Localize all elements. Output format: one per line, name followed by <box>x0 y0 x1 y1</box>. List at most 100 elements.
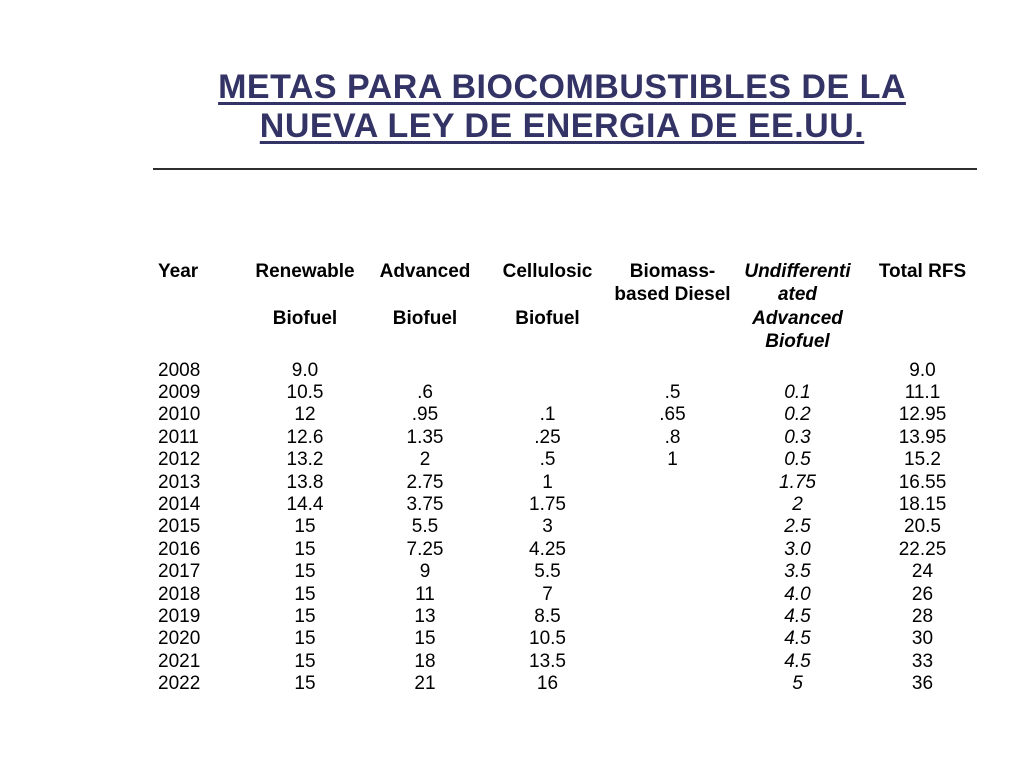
table-row-2012: 2012 13.2 2 .5 1 0.5 15.2 <box>145 449 985 471</box>
cell-cellulosic-biofuel: 3 <box>542 516 553 538</box>
column-header-line <box>610 330 735 353</box>
cell-year: 2012 <box>158 449 201 471</box>
table-row-2021: 2021 15 18 13.5 4.5 33 <box>145 651 985 673</box>
column-header-line: Year <box>158 261 199 282</box>
column-header-year: Year <box>145 260 245 354</box>
cell-advanced-biofuel: .95 <box>411 404 439 426</box>
cell-renewable-biofuel: 15 <box>294 516 316 538</box>
cell-advanced-biofuel: 18 <box>414 650 436 672</box>
cell-renewable-biofuel: 15 <box>294 650 316 672</box>
cell-biomass-based-diesel <box>610 606 735 628</box>
column-header-line: Biofuel <box>515 307 580 329</box>
cell-year: 2014 <box>158 494 201 515</box>
cell-advanced-biofuel: 5.5 <box>411 516 439 538</box>
cell-biomass-based-diesel: .5 <box>664 381 681 403</box>
header-row: Year Renewable Biofuel Advanced Biofuel … <box>145 260 985 354</box>
cell-advanced-biofuel: 15 <box>414 628 436 650</box>
cell-total-rfs: 11.1 <box>904 381 941 403</box>
cell-cellulosic-biofuel: 10.5 <box>529 628 566 650</box>
cell-cellulosic-biofuel: .5 <box>539 449 556 471</box>
cell-advanced-biofuel: 2.75 <box>406 471 444 493</box>
column-header-line: Advanced <box>752 307 843 329</box>
cell-advanced-biofuel: 3.75 <box>406 494 444 515</box>
cell-renewable-biofuel: 12.6 <box>286 426 324 448</box>
cell-cellulosic-biofuel: 13.5 <box>529 650 566 672</box>
column-header-line <box>860 330 985 353</box>
cell-undifferentiated-advanced-biofuel: 0.3 <box>784 426 811 448</box>
cell-total-rfs: 33 <box>911 650 934 672</box>
cell-undifferentiated-advanced-biofuel: 3.0 <box>784 538 811 560</box>
cell-biomass-based-diesel <box>610 516 735 538</box>
cell-renewable-biofuel: 15 <box>294 673 316 695</box>
column-header-line: Biofuel <box>272 307 338 329</box>
cell-biomass-based-diesel: .8 <box>664 426 681 448</box>
cell-undifferentiated-advanced-biofuel: 2.5 <box>784 516 811 538</box>
table-row-2011: 2011 12.6 1.35 .25 .8 0.3 13.95 <box>145 427 985 449</box>
rfs-table-header: Year Renewable Biofuel Advanced Biofuel … <box>145 260 985 354</box>
column-header-line: Advanced <box>379 261 471 282</box>
cell-advanced-biofuel <box>365 354 485 382</box>
column-header-total-rfs: Total RFS <box>860 260 985 354</box>
cell-undifferentiated-advanced-biofuel: 3.5 <box>784 561 811 583</box>
cell-undifferentiated-advanced-biofuel: 0.1 <box>784 381 811 403</box>
cell-cellulosic-biofuel: .1 <box>539 404 556 426</box>
cell-renewable-biofuel: 15 <box>294 628 316 650</box>
cell-undifferentiated-advanced-biofuel: 4.5 <box>784 650 811 672</box>
table-row-2010: 2010 12.95.1.65 0.2 12.95 <box>145 404 985 426</box>
cell-renewable-biofuel: 15 <box>294 583 316 605</box>
cell-renewable-biofuel: 9.0 <box>291 359 319 381</box>
cell-cellulosic-biofuel: 16 <box>536 673 559 695</box>
cell-biomass-based-diesel: 1 <box>667 449 678 471</box>
column-header-line: Biofuel <box>392 307 458 329</box>
slide-title: METAS PARA BIOCOMBUSTIBLES DE LA NUEVA L… <box>100 68 1024 146</box>
cell-renewable-biofuel: 13.8 <box>286 471 324 493</box>
column-header-line <box>158 283 245 306</box>
cell-undifferentiated-advanced-biofuel: 4.5 <box>784 628 811 650</box>
cell-renewable-biofuel: 15 <box>294 606 316 628</box>
cell-cellulosic-biofuel: 4.25 <box>529 538 566 560</box>
column-header-line: based Diesel <box>614 284 731 306</box>
column-header-line <box>610 307 735 330</box>
column-header-line: Undifferenti <box>744 261 851 282</box>
cell-total-rfs: 18.15 <box>898 494 947 515</box>
cell-total-rfs: 24 <box>911 561 934 583</box>
cell-biomass-based-diesel <box>610 651 735 673</box>
cell-year: 2016 <box>158 538 201 560</box>
table-row-2008: 2008 9.0 9.0 <box>145 354 985 382</box>
cell-year: 2010 <box>158 404 201 426</box>
cell-biomass-based-diesel <box>610 673 735 695</box>
cell-cellulosic-biofuel: 1.75 <box>529 494 566 515</box>
column-header-line <box>365 283 485 306</box>
column-header-line: Total RFS <box>878 261 967 282</box>
column-header-biomass-based-diesel: Biomass-based Diesel <box>610 260 735 354</box>
rfs-table-body: 2008 9.0 9.0 2009 10.5.6.5 0.1 11.1 2010 12.95.1… <box>145 354 985 696</box>
table-row-2020: 2020 15 15 10.5 4.5 30 <box>145 628 985 650</box>
column-header-line <box>158 330 245 353</box>
column-header-line: ated <box>777 284 818 306</box>
cell-advanced-biofuel: .6 <box>417 381 433 403</box>
column-header-line: Cellulosic <box>502 261 593 282</box>
cell-total-rfs: 26 <box>911 583 934 605</box>
cell-cellulosic-biofuel: 5.5 <box>534 561 561 583</box>
cell-year: 2008 <box>158 359 201 381</box>
cell-undifferentiated-advanced-biofuel: 4.0 <box>784 583 811 605</box>
cell-cellulosic-biofuel <box>485 382 610 404</box>
cell-undifferentiated-advanced-biofuel: 0.2 <box>784 404 811 426</box>
column-header-line <box>860 283 985 306</box>
cell-total-rfs: 20.5 <box>904 516 941 538</box>
cell-biomass-based-diesel: .65 <box>659 404 686 426</box>
cell-year: 2019 <box>158 606 201 628</box>
cell-total-rfs: 30 <box>911 628 934 650</box>
cell-advanced-biofuel: 2 <box>419 449 431 471</box>
column-header-line <box>485 283 610 306</box>
cell-total-rfs: 13.95 <box>898 426 947 448</box>
slide-title-line-1: METAS PARA BIOCOMBUSTIBLES DE LA <box>218 68 906 106</box>
table-row-2022: 2022 15 21 16 5 36 <box>145 673 985 695</box>
cell-year: 2020 <box>158 628 201 650</box>
column-header-line: Biomass- <box>629 261 716 282</box>
cell-total-rfs: 28 <box>911 606 934 628</box>
table-row-2009: 2009 10.5 .6 .5 0.1 11.1 <box>145 382 985 404</box>
cell-advanced-biofuel: 21 <box>414 673 436 695</box>
cell-total-rfs: 12.95 <box>898 404 947 426</box>
